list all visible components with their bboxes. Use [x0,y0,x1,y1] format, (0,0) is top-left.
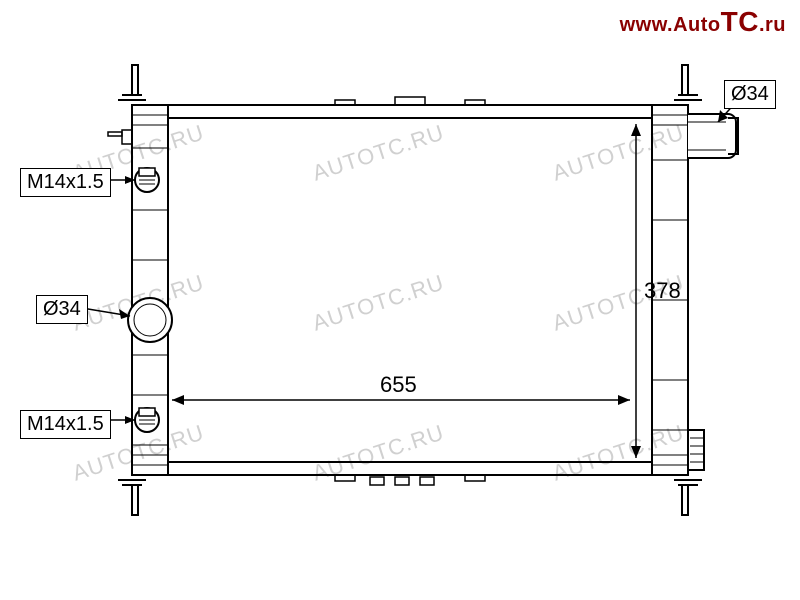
dimension-height: 378 [644,278,681,304]
diagram-page: AUTOTC.RU AUTOTC.RU AUTOTC.RU AUTOTC.RU … [0,0,800,600]
diameter-left: Ø34 [36,295,88,324]
thread-spec-bottom: M14x1.5 [20,410,111,439]
url-prefix: www.Auto [620,14,721,36]
diameter-right: Ø34 [724,80,776,109]
thread-spec-top: M14x1.5 [20,168,111,197]
dimension-width: 655 [380,372,417,398]
url-suffix: .ru [759,14,786,36]
source-url-badge: www.AutoTC.ru [620,6,786,38]
url-big: TC [721,6,759,37]
